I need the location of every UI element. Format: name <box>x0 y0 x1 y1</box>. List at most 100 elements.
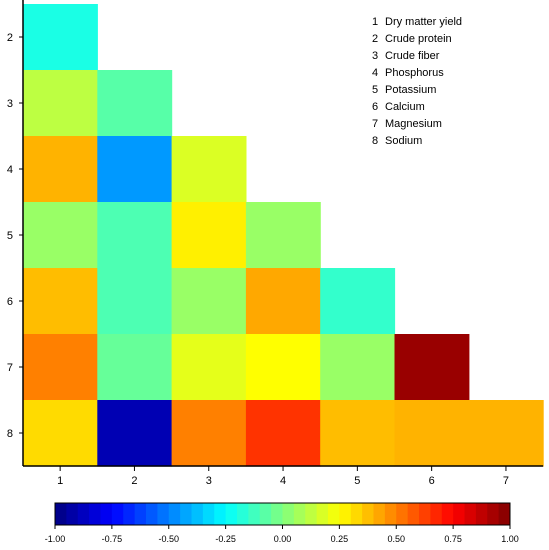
heatmap-cell <box>468 400 544 467</box>
x-tick-label: 2 <box>131 475 137 487</box>
colorbar-step <box>168 503 181 525</box>
colorbar-step <box>453 503 465 525</box>
colorbar-tick-label: -0.25 <box>215 534 236 544</box>
legend-entry-number: 3 <box>372 50 378 62</box>
y-tick-label: 3 <box>7 98 13 110</box>
heatmap-cell <box>245 202 321 269</box>
colorbar-step <box>316 503 329 525</box>
legend-entry-label: Crude protein <box>385 33 452 45</box>
legend-entry-number: 6 <box>372 101 378 113</box>
legend-entry-label: Dry matter yield <box>385 16 462 28</box>
y-tick-label: 4 <box>7 164 13 176</box>
heatmap-cells <box>23 4 544 467</box>
heatmap-cell <box>245 400 321 467</box>
y-tick-label: 8 <box>7 428 13 440</box>
colorbar-step <box>123 503 136 525</box>
variable-legend: 1 Dry matter yield 2 Crude protein 3 Crude fi… <box>372 16 462 147</box>
colorbar-step <box>498 503 511 525</box>
heatmap-cell <box>245 268 321 335</box>
colorbar-step <box>475 503 488 525</box>
colorbar-step <box>430 503 443 525</box>
colorbar-step <box>373 503 386 525</box>
colorbar-tick-label: -1.00 <box>45 534 66 544</box>
y-axis-ticks: 2 3 4 5 6 7 8 <box>7 32 23 440</box>
x-tick-label: 4 <box>280 475 286 487</box>
heatmap-cell <box>171 136 247 203</box>
legend-entry-label: Magnesium <box>385 118 442 130</box>
colorbar-step <box>362 503 374 525</box>
heatmap-cell <box>23 202 98 269</box>
heatmap-cell <box>171 202 247 269</box>
legend-entry-number: 4 <box>372 67 378 79</box>
legend-entry-label: Sodium <box>385 135 422 147</box>
colorbar-step <box>146 503 158 525</box>
x-axis-ticks: 1 2 3 4 5 6 7 <box>57 466 509 487</box>
colorbar-step <box>248 503 261 525</box>
heatmap-cell <box>97 202 173 269</box>
heatmap-cell <box>23 268 98 335</box>
legend-entry-number: 1 <box>372 16 378 28</box>
colorbar-step <box>100 503 113 525</box>
y-tick-label: 5 <box>7 230 13 242</box>
heatmap-cell <box>171 400 247 467</box>
heatmap-cell <box>23 334 98 401</box>
legend-entry-number: 2 <box>372 33 378 45</box>
heatmap-cell <box>97 70 173 137</box>
colorbar-step <box>305 503 318 525</box>
colorbar-step <box>293 503 306 525</box>
legend-entry-number: 8 <box>372 135 378 147</box>
legend-entry-label: Crude fiber <box>385 50 440 62</box>
legend-entry-number: 7 <box>372 118 378 130</box>
colorbar-step <box>441 503 454 525</box>
colorbar-step <box>202 503 215 525</box>
colorbar-step <box>282 503 295 525</box>
colorbar-step <box>111 503 124 525</box>
colorbar-step <box>157 503 170 525</box>
y-tick-label: 6 <box>7 296 13 308</box>
heatmap-cell <box>23 4 98 71</box>
colorbar-step <box>407 503 420 525</box>
colorbar-tick-label: -0.75 <box>102 534 123 544</box>
x-tick-label: 1 <box>57 475 63 487</box>
colorbar-step <box>237 503 249 525</box>
colorbar-step <box>464 503 477 525</box>
x-tick-label: 6 <box>429 475 435 487</box>
x-tick-label: 5 <box>354 475 360 487</box>
heatmap-cell <box>23 400 98 467</box>
colorbar-step <box>384 503 397 525</box>
heatmap-cell <box>97 400 173 467</box>
legend-entry-label: Calcium <box>385 101 425 113</box>
legend-entry-label: Phosphorus <box>385 67 444 79</box>
colorbar-step <box>191 503 204 525</box>
colorbar-tick-label: 0.50 <box>387 534 405 544</box>
colorbar-step <box>487 503 500 525</box>
colorbar-step <box>89 503 101 525</box>
colorbar-step <box>225 503 238 525</box>
colorbar-tick-label: 0.25 <box>331 534 349 544</box>
colorbar-step <box>180 503 192 525</box>
colorbar-step <box>271 503 283 525</box>
heatmap-cell <box>245 334 321 401</box>
colorbar: -1.00 -0.75 -0.50 -0.25 0.00 0.25 0.50 0.75 1.00 <box>45 502 519 544</box>
colorbar-step <box>328 503 340 525</box>
heatmap-cell <box>320 334 396 401</box>
heatmap-cell <box>394 334 470 401</box>
heatmap-cell <box>97 268 173 335</box>
colorbar-tick-label: 0.00 <box>274 534 292 544</box>
x-tick-label: 7 <box>503 475 509 487</box>
colorbar-step <box>77 503 90 525</box>
colorbar-step <box>350 503 363 525</box>
legend-entry-label: Potassium <box>385 84 436 96</box>
colorbar-step <box>214 503 227 525</box>
heatmap-cell <box>97 136 173 203</box>
y-tick-label: 2 <box>7 32 13 44</box>
colorbar-step <box>419 503 431 525</box>
colorbar-step <box>259 503 272 525</box>
y-tick-label: 7 <box>7 362 13 374</box>
heatmap-cell <box>23 136 98 203</box>
heatmap-cell <box>320 400 396 467</box>
x-tick-label: 3 <box>206 475 212 487</box>
colorbar-step <box>396 503 409 525</box>
colorbar-step <box>339 503 352 525</box>
